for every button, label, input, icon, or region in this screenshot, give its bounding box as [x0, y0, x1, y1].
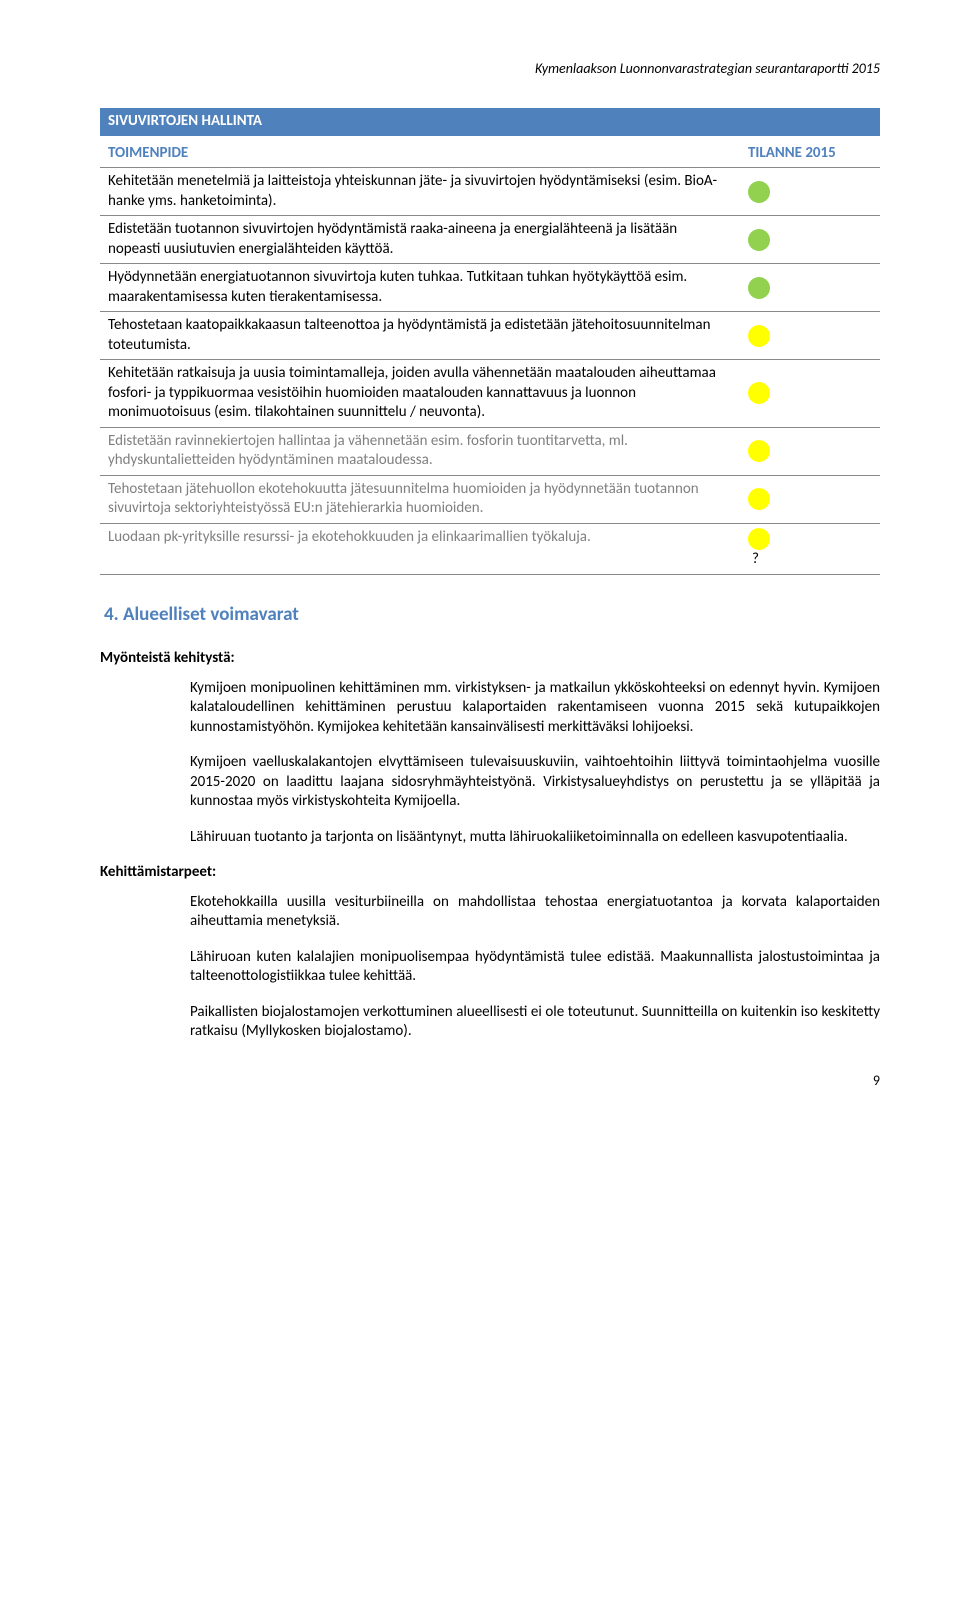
row-status — [740, 360, 880, 428]
row-status — [740, 427, 880, 475]
row-status — [740, 475, 880, 523]
table-row: Kehitetään menetelmiä ja laitteistoja yh… — [100, 168, 880, 216]
row-desc: Tehostetaan kaatopaikkakaasun talteenott… — [100, 312, 740, 360]
status-dot-icon — [748, 181, 770, 203]
table-row: Edistetään tuotannon sivuvirtojen hyödyn… — [100, 216, 880, 264]
row-status — [740, 264, 880, 312]
row-desc: Hyödynnetään energiatuotannon sivuvirtoj… — [100, 264, 740, 312]
doc-header: Kymenlaakson Luonnonvarastrategian seura… — [100, 60, 880, 78]
status-dot-icon — [748, 440, 770, 462]
development-paragraph: Ekotehokkailla uusilla vesiturbiineilla … — [190, 893, 880, 932]
row-status — [740, 216, 880, 264]
table-row: Kehitetään ratkaisuja ja uusia toimintam… — [100, 360, 880, 428]
row-status — [740, 312, 880, 360]
status-dot-icon — [748, 325, 770, 347]
section-heading: 4. Alueelliset voimavarat — [104, 603, 880, 628]
row-desc: Tehostetaan jätehuollon ekotehokuutta jä… — [100, 475, 740, 523]
status-dot-icon — [748, 277, 770, 299]
row-desc: Edistetään ravinnekiertojen hallintaa ja… — [100, 427, 740, 475]
development-paragraph: Lähiruoan kuten kalalajien monipuolisemp… — [190, 948, 880, 987]
table-row: Tehostetaan kaatopaikkakaasun talteenott… — [100, 312, 880, 360]
row-status: ? — [740, 523, 880, 574]
section-title: SIVUVIRTOJEN HALLINTA — [100, 108, 880, 136]
row-desc: Edistetään tuotannon sivuvirtojen hyödyn… — [100, 216, 740, 264]
row-desc: Kehitetään ratkaisuja ja uusia toimintam… — [100, 360, 740, 428]
table-row: Edistetään ravinnekiertojen hallintaa ja… — [100, 427, 880, 475]
status-dot-icon — [748, 488, 770, 510]
positive-paragraph: Lähiruuan tuotanto ja tarjonta on lisään… — [190, 828, 880, 848]
status-dot-icon — [748, 382, 770, 404]
positive-paragraph: Kymijoen monipuolinen kehittäminen mm. v… — [190, 679, 880, 738]
row-desc: Kehitetään menetelmiä ja laitteistoja yh… — [100, 168, 740, 216]
development-paragraph: Paikallisten biojalostamojen verkottumin… — [190, 1003, 880, 1042]
row-desc: Luodaan pk-yrityksille resurssi- ja ekot… — [100, 523, 740, 574]
table-row: Hyödynnetään energiatuotannon sivuvirtoj… — [100, 264, 880, 312]
status-dot-icon — [748, 528, 770, 550]
page-number: 9 — [100, 1072, 880, 1090]
row-status — [740, 168, 880, 216]
question-mark: ? — [752, 550, 759, 570]
status-table: TOIMENPIDE TILANNE 2015 Kehitetään menet… — [100, 138, 880, 575]
col-header-tilanne: TILANNE 2015 — [740, 138, 880, 168]
col-header-toimenpide: TOIMENPIDE — [100, 138, 740, 168]
positive-title: Myönteistä kehitystä: — [100, 649, 880, 669]
table-row: Luodaan pk-yrityksille resurssi- ja ekot… — [100, 523, 880, 574]
table-row: Tehostetaan jätehuollon ekotehokuutta jä… — [100, 475, 880, 523]
status-dot-icon — [748, 229, 770, 251]
positive-paragraph: Kymijoen vaelluskalakantojen elvyttämise… — [190, 753, 880, 812]
development-title: Kehittämistarpeet: — [100, 863, 880, 883]
